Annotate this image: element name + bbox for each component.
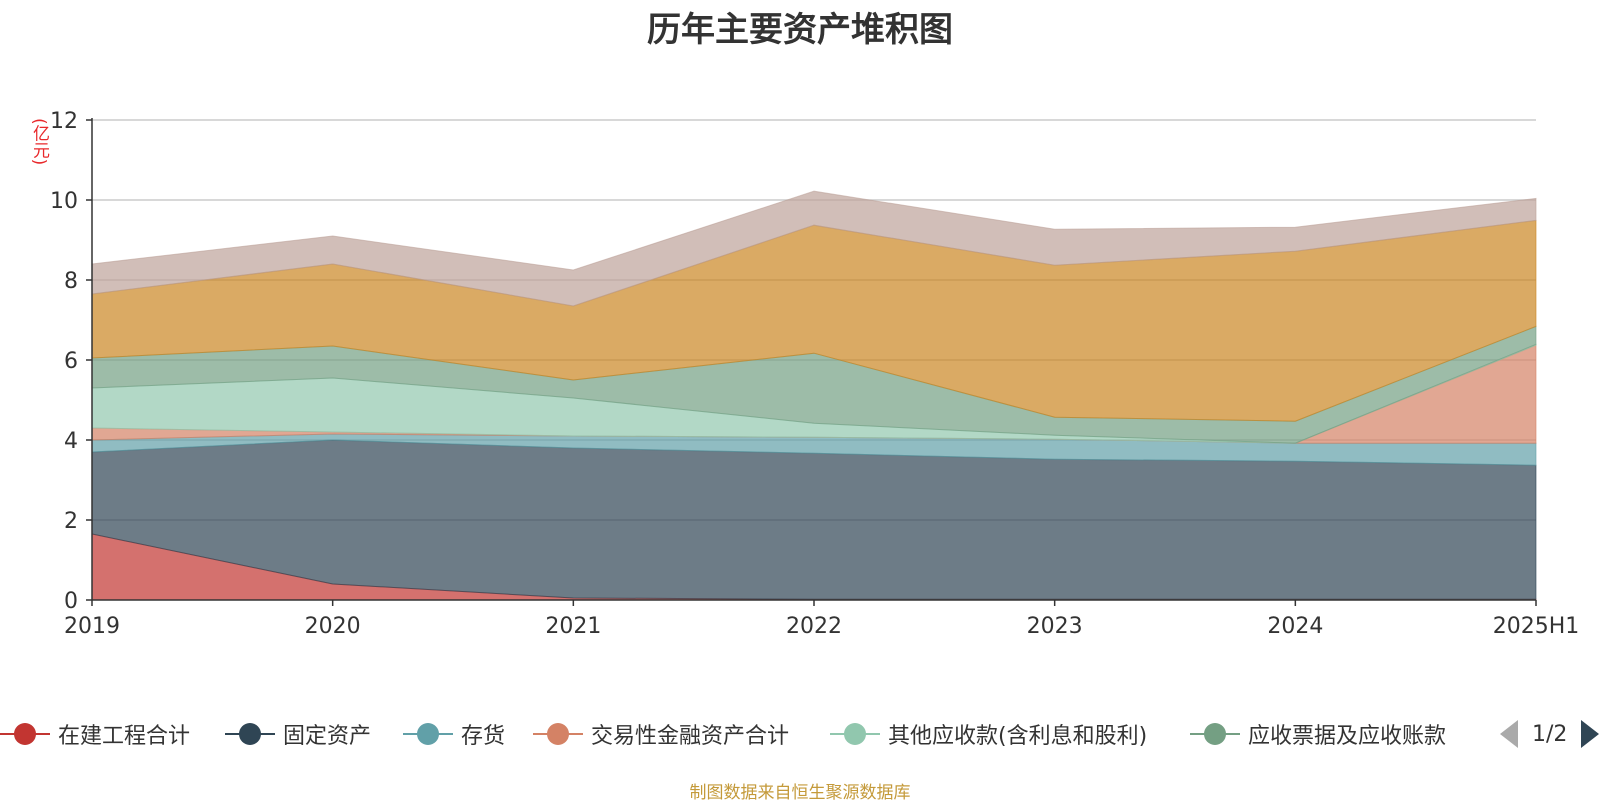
legend-marker-icon	[225, 714, 275, 754]
legend-marker-icon	[1190, 714, 1240, 754]
y-tick-label: 6	[64, 349, 78, 374]
legend-marker-icon	[533, 714, 583, 754]
axes: 0 2 4 6 8 10 12 2019 2020 2021 2022 2023 2024 2025H1	[50, 109, 1579, 639]
area-series	[91, 190, 1537, 601]
legend-item[interactable]: 应收票据及应收账款	[1190, 714, 1446, 754]
legend-next-page-icon[interactable]	[1581, 720, 1600, 748]
legend-label: 其他应收款(含利息和股利)	[888, 724, 1148, 749]
y-tick-label: 4	[64, 429, 78, 454]
legend-label: 存货	[461, 724, 506, 749]
x-tick-label: 2020	[305, 614, 361, 639]
legend-item[interactable]: 固定资产	[225, 714, 371, 754]
x-tick-label: 2023	[1027, 614, 1083, 639]
legend-item[interactable]: 存货	[403, 714, 505, 754]
area-series-1[interactable]	[91, 439, 1537, 600]
legend-pager: 1/2	[1500, 714, 1600, 754]
y-axis-unit-label: (亿元)	[29, 118, 49, 166]
legend-item[interactable]: 其他应收款(含利息和股利)	[830, 714, 1147, 754]
legend-label: 固定资产	[283, 724, 372, 749]
y-tick-label: 0	[64, 589, 78, 614]
area-series-7[interactable]	[91, 190, 1537, 307]
legend-prev-page-icon[interactable]	[1500, 720, 1518, 748]
x-tick-label: 2025H1	[1493, 614, 1580, 639]
legend-item[interactable]: 在建工程合计	[0, 714, 190, 754]
legend-label: 交易性金融资产合计	[591, 724, 790, 749]
legend: 1/2 在建工程合计 固定资产 存货 交易性金融资产合计 其他应收款(含利息和股利) 应收…	[0, 714, 1600, 754]
x-tick-label: 2024	[1267, 614, 1323, 639]
legend-marker-icon	[403, 714, 453, 754]
x-tick-label: 2021	[545, 614, 601, 639]
legend-page-indicator: 1/2	[1532, 721, 1568, 747]
legend-label: 在建工程合计	[58, 724, 191, 749]
x-tick-label: 2022	[786, 614, 842, 639]
y-tick-label: 12	[50, 109, 78, 134]
legend-item[interactable]: 交易性金融资产合计	[533, 714, 789, 754]
source-note: 制图数据来自恒生聚源数据库	[689, 783, 911, 803]
x-tick-label: 2019	[64, 614, 120, 639]
y-tick-label: 2	[64, 509, 78, 534]
legend-marker-icon	[830, 714, 880, 754]
y-tick-label: 10	[50, 189, 78, 214]
chart-title: 历年主要资产堆积图	[647, 10, 953, 50]
legend-label: 应收票据及应收账款	[1248, 724, 1447, 749]
y-tick-label: 8	[64, 269, 78, 294]
legend-marker-icon	[0, 714, 50, 754]
